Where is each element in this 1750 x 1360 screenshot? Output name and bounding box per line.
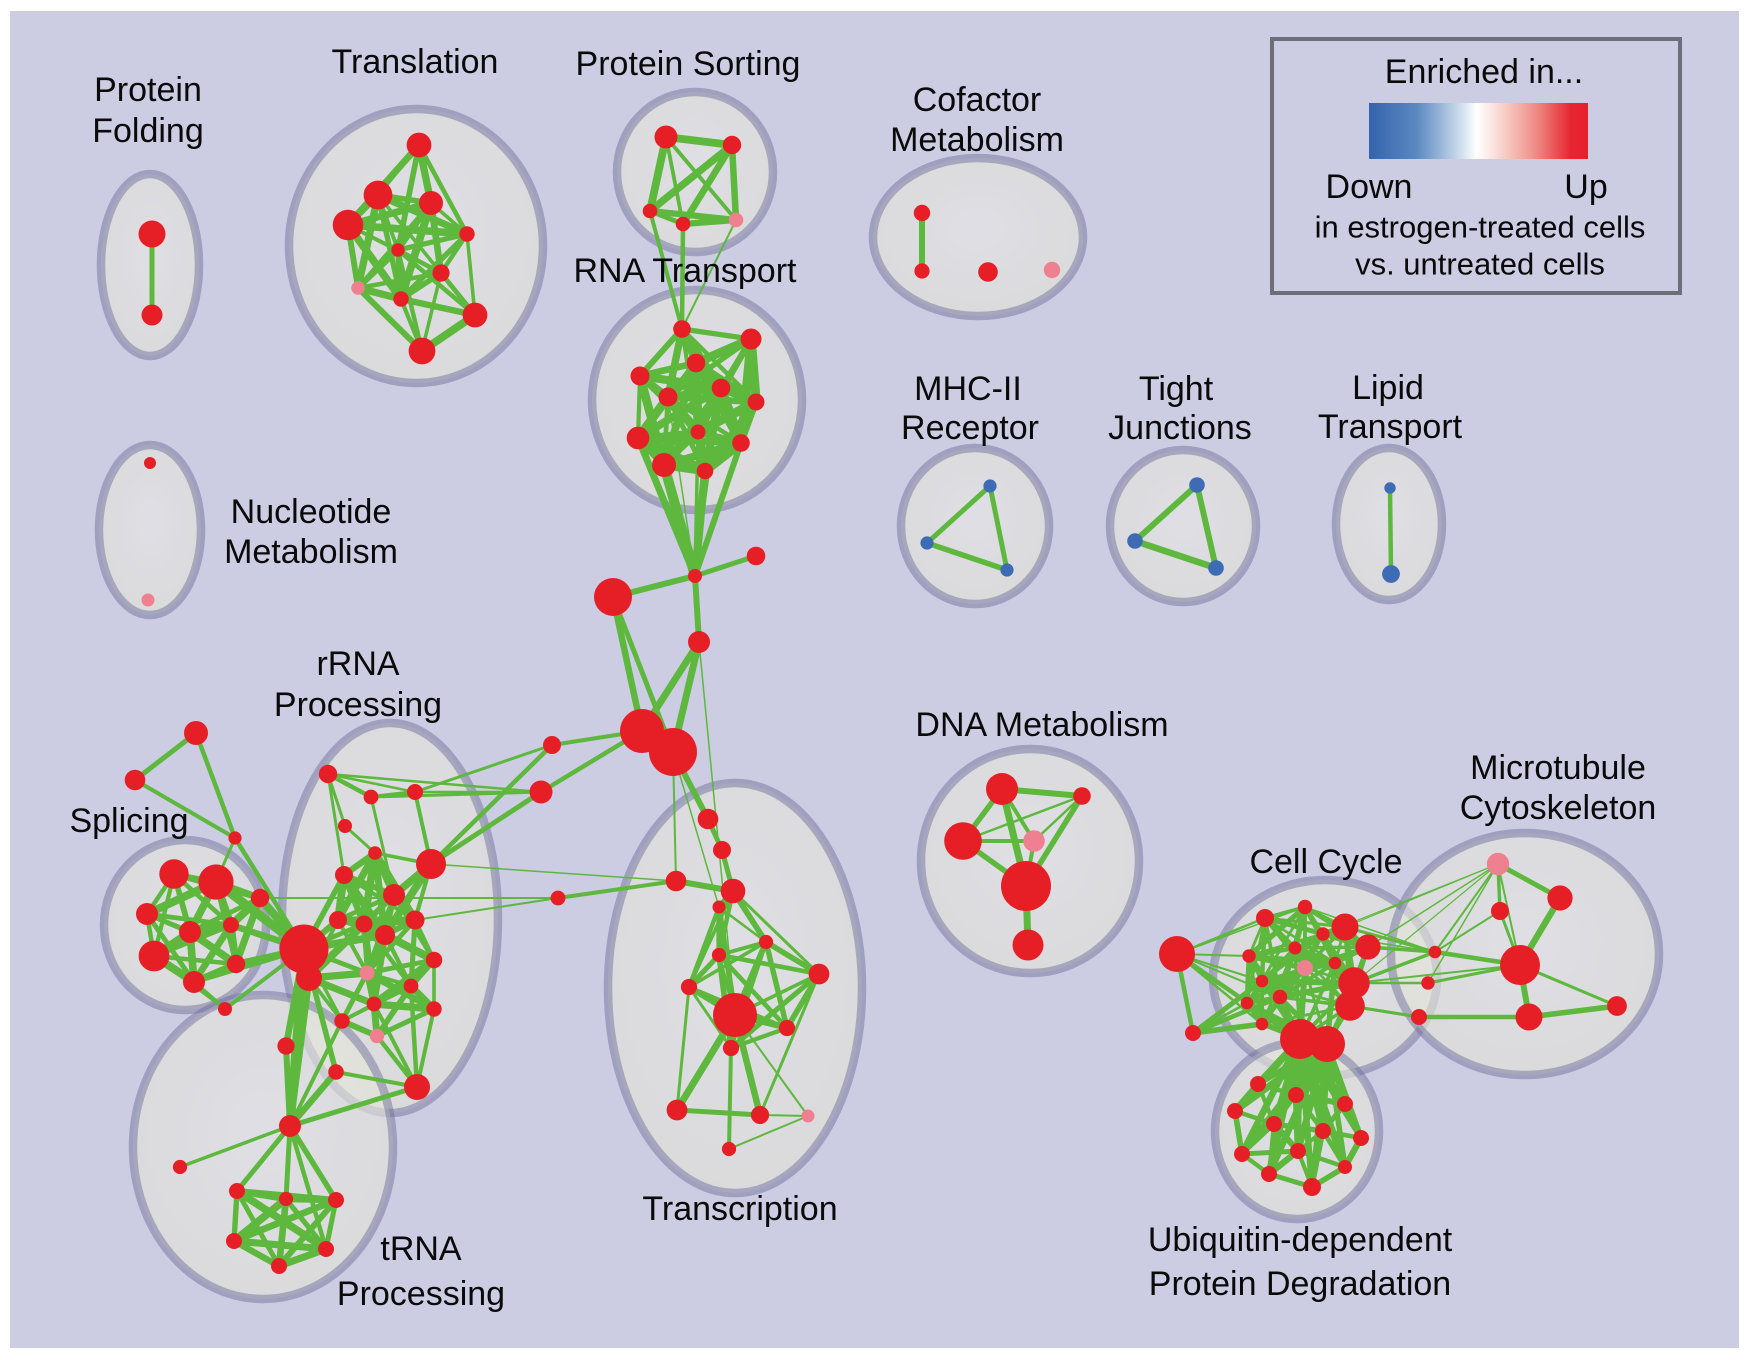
svg-text:Transport: Transport	[1318, 408, 1463, 446]
svg-text:Up: Up	[1564, 168, 1607, 206]
svg-text:Folding: Folding	[92, 112, 204, 150]
svg-text:Processing: Processing	[274, 686, 442, 724]
svg-text:Protein Degradation: Protein Degradation	[1149, 1265, 1451, 1303]
svg-text:Lipid: Lipid	[1352, 369, 1424, 407]
svg-text:DNA Metabolism: DNA Metabolism	[915, 706, 1168, 744]
svg-text:tRNA: tRNA	[380, 1230, 462, 1268]
svg-text:Transcription: Transcription	[642, 1190, 837, 1228]
svg-text:Splicing: Splicing	[69, 802, 188, 840]
svg-text:RNA Transport: RNA Transport	[574, 252, 798, 290]
svg-text:in estrogen-treated cells: in estrogen-treated cells	[1315, 210, 1646, 245]
svg-text:Processing: Processing	[337, 1275, 505, 1313]
svg-text:Cofactor: Cofactor	[913, 81, 1042, 119]
svg-text:Protein Sorting: Protein Sorting	[576, 45, 801, 83]
svg-text:Translation: Translation	[332, 43, 499, 81]
svg-text:Nucleotide: Nucleotide	[231, 493, 392, 531]
svg-text:Protein: Protein	[94, 71, 202, 109]
svg-text:vs. untreated cells: vs. untreated cells	[1355, 247, 1605, 282]
svg-text:Enriched in...: Enriched in...	[1385, 53, 1583, 91]
svg-text:Tight: Tight	[1139, 370, 1214, 408]
svg-text:Metabolism: Metabolism	[890, 121, 1064, 159]
svg-text:Down: Down	[1326, 168, 1413, 206]
svg-text:Junctions: Junctions	[1108, 409, 1252, 447]
svg-text:Cell Cycle: Cell Cycle	[1249, 843, 1402, 881]
svg-text:MHC-II: MHC-II	[914, 370, 1022, 408]
svg-text:Ubiquitin-dependent: Ubiquitin-dependent	[1148, 1221, 1453, 1259]
svg-text:Microtubule: Microtubule	[1470, 749, 1646, 787]
svg-text:Receptor: Receptor	[901, 409, 1039, 447]
svg-text:rRNA: rRNA	[316, 645, 399, 683]
svg-text:Metabolism: Metabolism	[224, 533, 398, 571]
svg-text:Cytoskeleton: Cytoskeleton	[1460, 789, 1657, 827]
